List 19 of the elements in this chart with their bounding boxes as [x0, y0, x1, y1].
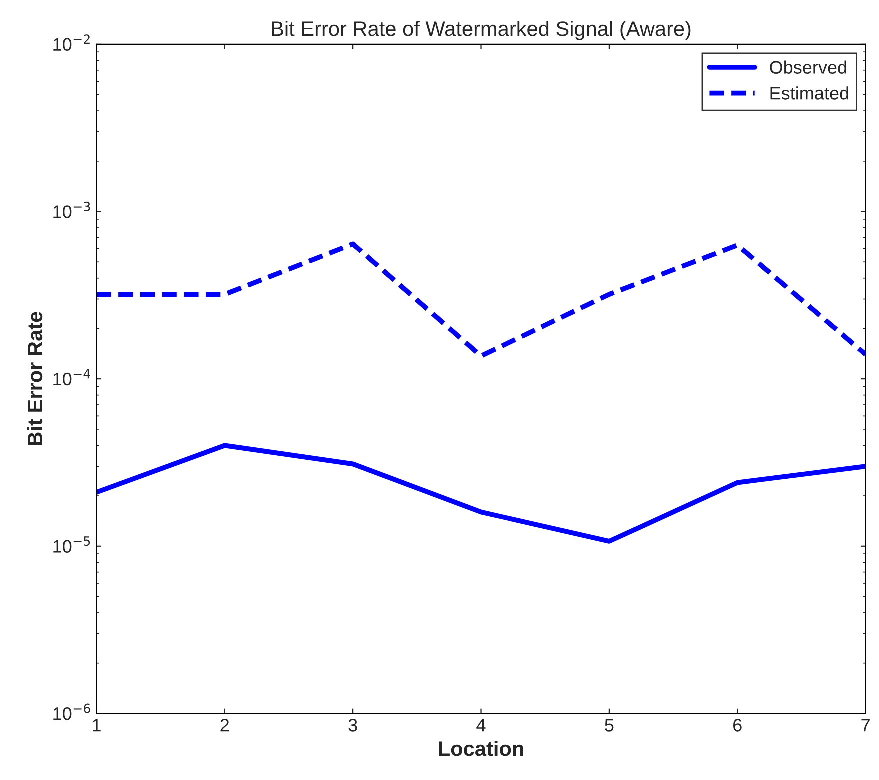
x-axis-title: Location	[439, 740, 524, 756]
x-tick-label: 2	[220, 719, 229, 732]
y-tick-label: 10$^{−3}$	[54, 202, 90, 218]
x-tick-label: 5	[605, 719, 614, 732]
x-tick-label: 1	[93, 719, 101, 732]
y-tick-label: 10$^{−6}$	[54, 704, 90, 720]
y-tick-label: 10$^{−4}$	[54, 369, 90, 386]
x-tick-label: 7	[862, 719, 870, 732]
y-axis-title: Bit Error Rate	[27, 312, 43, 446]
x-tick-label: 6	[734, 719, 742, 732]
line-series	[96, 443, 866, 544]
x-tick-label: 4	[476, 719, 486, 732]
x-tick-label: 3	[348, 719, 358, 732]
chart-title: Bit Error Rate of Watermarked Signal (Aware)	[272, 21, 691, 40]
legend-label: Estimated	[770, 86, 848, 100]
y-tick-label: 10$^{−2}$	[54, 34, 90, 52]
y-tick-label: 10$^{−5}$	[54, 536, 90, 553]
line-series	[96, 242, 866, 359]
legend-label: Observed	[770, 60, 846, 74]
